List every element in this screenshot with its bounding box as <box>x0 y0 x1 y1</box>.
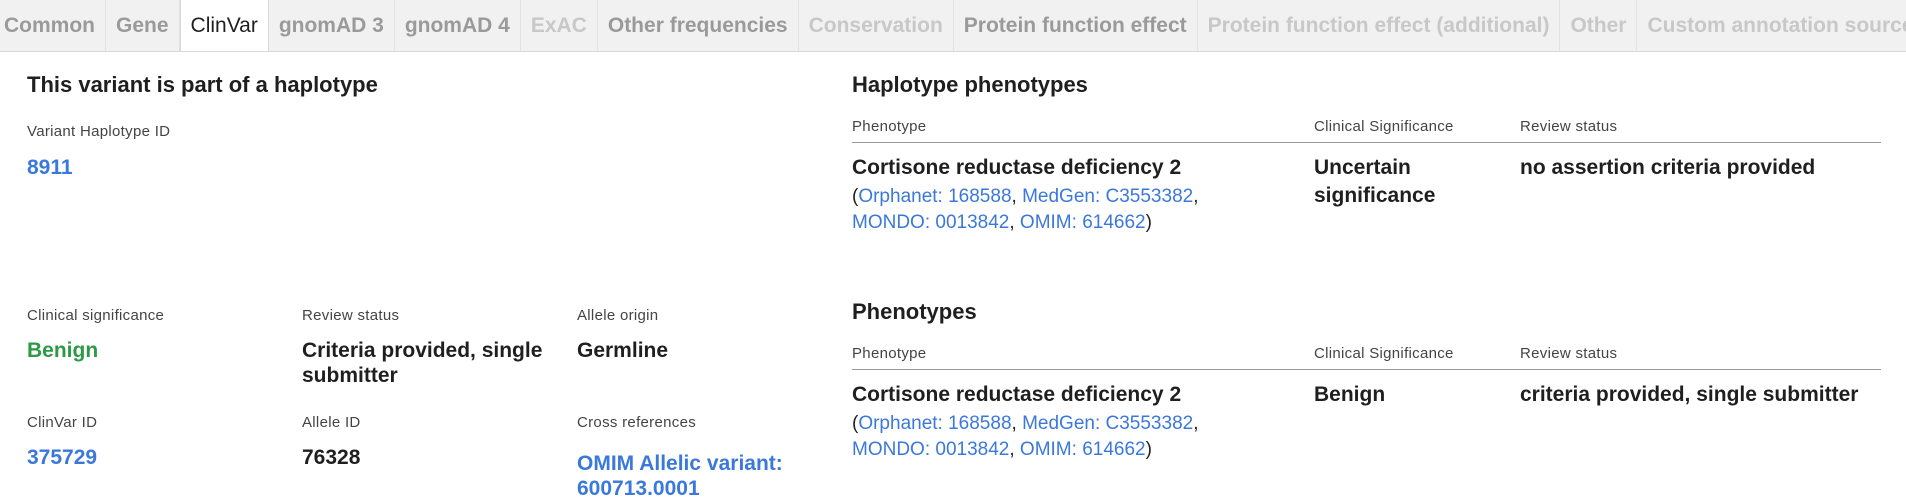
review-status-value-line2: submitter <box>302 364 398 387</box>
mondo-link[interactable]: MONDO: 0013842 <box>852 439 1010 460</box>
column-header-review-status: Review status <box>1520 345 1618 362</box>
allele-origin-label: Allele origin <box>577 307 659 324</box>
ref-open: ( <box>852 186 859 207</box>
medgen-link[interactable]: MedGen: C3553382 <box>1022 186 1194 207</box>
allele-id-value: 76328 <box>302 446 361 469</box>
clinical-significance-label: Clinical significance <box>27 307 165 324</box>
tab-gene[interactable]: Gene <box>106 0 180 51</box>
column-header-phenotype: Phenotype <box>852 345 927 362</box>
phenotype-name: Cortisone reductase deficiency 2 <box>852 383 1182 406</box>
ref-separator: , <box>1193 186 1199 207</box>
ref-separator: , <box>1009 439 1020 460</box>
tab-other[interactable]: Other <box>1560 0 1638 51</box>
tab-exac[interactable]: ExAC <box>521 0 598 51</box>
allele-id-label: Allele ID <box>302 414 361 431</box>
tab-protein-function-effect-additional[interactable]: Protein function effect (additional) <box>1198 0 1561 51</box>
phenotype-name: Cortisone reductase deficiency 2 <box>852 156 1182 179</box>
tab-conservation[interactable]: Conservation <box>799 0 954 51</box>
tab-other-frequencies[interactable]: Other frequencies <box>598 0 799 51</box>
haplotype-title: This variant is part of a haplotype <box>27 72 378 97</box>
cross-reference-omim-link-line2[interactable]: 600713.0001 <box>577 477 700 500</box>
column-header-phenotype: Phenotype <box>852 118 927 135</box>
tab-protein-function-effect[interactable]: Protein function effect <box>954 0 1198 51</box>
review-status-value-line1: Criteria provided, single <box>302 339 543 362</box>
clinvar-id-label: ClinVar ID <box>27 414 98 431</box>
column-header-review-status: Review status <box>1520 118 1618 135</box>
ref-separator: , <box>1193 413 1199 434</box>
cross-reference-omim-link-line1[interactable]: OMIM Allelic variant: <box>577 452 783 475</box>
omim-link[interactable]: OMIM: 614662 <box>1019 212 1146 233</box>
orphanet-link[interactable]: Orphanet: 168588 <box>858 413 1012 434</box>
orphanet-link[interactable]: Orphanet: 168588 <box>858 186 1012 207</box>
ref-close: ) <box>1145 212 1152 233</box>
ref-separator: , <box>1009 212 1020 233</box>
review-status-label: Review status <box>302 307 400 324</box>
allele-origin-value: Germline <box>577 339 669 362</box>
haplotype-id-link[interactable]: 8911 <box>27 156 73 179</box>
haplotype-phenotypes-table: Phenotype Clinical Significance Review s… <box>852 118 1881 248</box>
phenotype-references: (Orphanet: 168588, MedGen: C3553382, MOND… <box>852 184 1252 236</box>
mondo-link[interactable]: MONDO: 0013842 <box>852 212 1010 233</box>
phenotypes-title: Phenotypes <box>852 299 977 324</box>
column-header-clinical-significance: Clinical Significance <box>1314 118 1454 135</box>
tab-gnomad-3[interactable]: gnomAD 3 <box>269 0 395 51</box>
tab-common[interactable]: Common <box>0 0 106 51</box>
clinical-significance-value: Benign <box>27 339 99 362</box>
ref-separator: , <box>1011 413 1023 434</box>
clinical-significance-value: Benign <box>1314 383 1386 406</box>
phenotype-references: (Orphanet: 168588, MedGen: C3553382, MOND… <box>852 411 1252 463</box>
omim-link[interactable]: OMIM: 614662 <box>1019 439 1146 460</box>
haplotype-id-label: Variant Haplotype ID <box>27 123 171 140</box>
ref-open: ( <box>852 413 859 434</box>
tab-gnomad-4[interactable]: gnomAD 4 <box>395 0 521 51</box>
medgen-link[interactable]: MedGen: C3553382 <box>1022 413 1194 434</box>
ref-separator: , <box>1011 186 1023 207</box>
ref-close: ) <box>1145 439 1152 460</box>
cross-references-label: Cross references <box>577 414 697 431</box>
table-header-divider <box>852 369 1881 370</box>
column-header-clinical-significance: Clinical Significance <box>1314 345 1454 362</box>
table-header-divider <box>852 142 1881 143</box>
clinvar-id-link[interactable]: 375729 <box>27 446 98 469</box>
annotation-tab-bar: Common Gene ClinVar gnomAD 3 gnomAD 4 Ex… <box>0 0 1906 52</box>
clinical-significance-line2: significance <box>1314 184 1436 207</box>
tab-clinvar[interactable]: ClinVar <box>179 0 269 51</box>
tab-custom-annotation-sources[interactable]: Custom annotation sources <box>1637 0 1906 51</box>
phenotypes-table: Phenotype Clinical Significance Review s… <box>852 345 1881 475</box>
review-status-value: no assertion criteria provided <box>1520 156 1816 179</box>
clinical-significance-line1: Uncertain <box>1314 156 1411 179</box>
review-status-value: criteria provided, single submitter <box>1520 383 1859 406</box>
haplotype-phenotypes-title: Haplotype phenotypes <box>852 72 1088 97</box>
